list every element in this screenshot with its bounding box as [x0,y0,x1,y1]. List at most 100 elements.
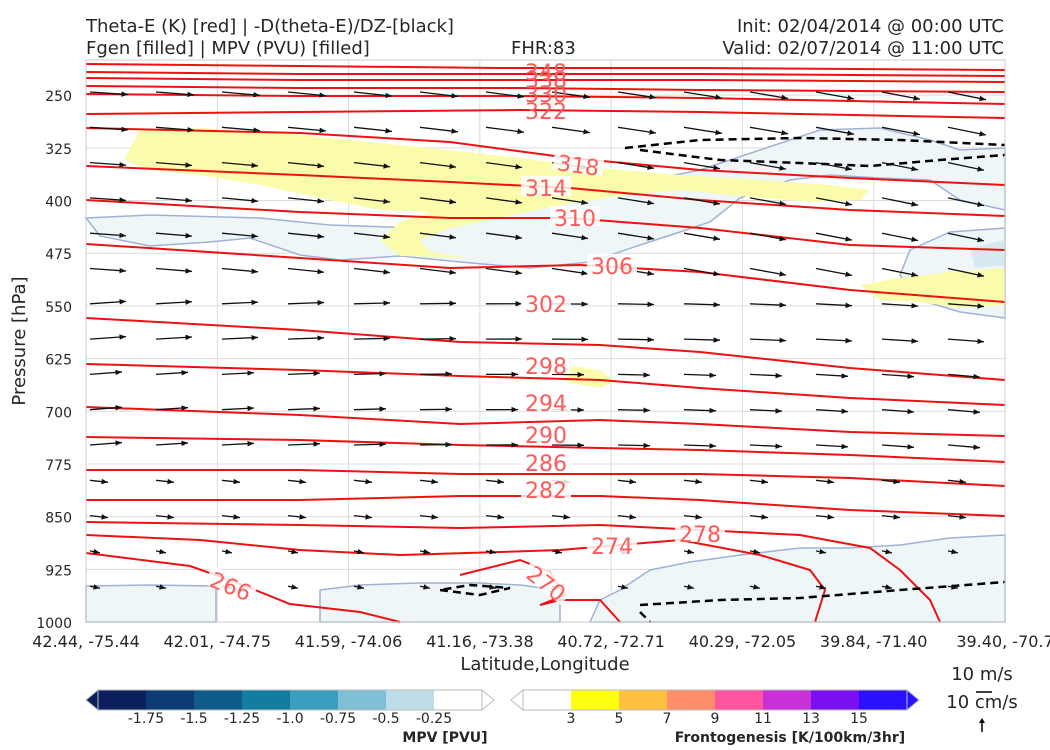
wind-arrowhead [713,301,720,308]
contour-label: 302 [525,293,567,318]
y-tick-label: 850 [45,511,72,527]
plot-frame [85,59,1006,623]
wind-arrowhead [181,370,188,376]
contour-label-bg [521,391,571,411]
wind-arrowhead [385,92,392,99]
wind-arrowhead [893,514,900,520]
wind-arrowhead [515,163,522,170]
contour-label: 348 [525,61,567,86]
wind-arrowhead [845,165,852,171]
wind-arrowhead [911,236,918,242]
wind-arrowhead [841,408,848,414]
wind-arrowhead [779,271,786,277]
wind-arrowhead [885,584,892,590]
wind-arrowhead [977,201,984,207]
wind-arrowhead [779,302,786,308]
wind-arrowhead [365,478,372,485]
wind-arrowhead [317,162,324,169]
colorbar-tick-label: 11 [754,711,772,727]
wind-arrowhead [185,299,192,305]
wind-arrowhead [581,336,588,343]
wind-arrowhead [511,442,518,448]
colorbar-segment [146,690,195,710]
wind-arrowhead [977,338,984,345]
wind-vector [947,91,987,101]
wind-arrowhead [445,441,452,448]
wind-arrowhead [185,197,192,204]
wind-arrowhead [489,548,496,555]
wind-arrowhead [251,233,258,239]
wind-arrowhead [291,548,298,555]
wind-arrowhead [119,197,126,203]
x-tick-label: 41.16, -73.38 [426,632,534,651]
contour-label-bg [521,292,571,312]
wind-arrowhead [885,548,892,555]
colorbar-tick-label: 13 [802,711,820,727]
colorbar-tick-label: -1.25 [224,711,260,727]
wind-arrowhead [449,198,456,205]
contour-label-bg [550,206,600,226]
wind-arrowhead [845,302,852,309]
wind-arrowhead [181,440,188,447]
wind-arrowhead [449,300,456,307]
wind-arrowhead [383,233,390,240]
wind-arrowhead [121,91,128,97]
y-tick-label: 250 [45,89,72,105]
wind-arrowhead [977,166,984,172]
wind-arrowhead [841,443,848,450]
y-tick-label: 625 [45,353,72,369]
colorbar-segment [523,690,572,710]
wind-arrowhead [515,336,522,342]
wind-arrowhead [581,301,588,307]
contour-label-bg [552,149,605,177]
wind-arrowhead [119,161,126,168]
wind-arrowhead [913,130,920,137]
wind-arrowhead [497,514,504,520]
wind-arrowhead [819,548,826,555]
colorbar-segment [859,690,908,710]
wind-arrowhead [581,234,588,241]
wind-arrowhead [167,514,174,520]
colorbar-frame [522,689,908,711]
wind-arrowhead [511,371,518,378]
contour-label: 278 [679,523,721,548]
wind-arrowhead [979,131,986,137]
wind-arrowhead [713,337,720,343]
wind-arrowhead [907,373,914,379]
x-tick-label: 42.01, -74.75 [164,632,272,651]
theta-e-line [85,85,1006,93]
wind-arrowhead [379,370,386,377]
contour-label-bg [675,522,725,542]
colorbar-segment [811,690,860,710]
wind-arrowhead [647,164,654,170]
wind-arrowhead [449,335,456,342]
wind-arrowhead [251,162,258,169]
fgen-region-upper [124,128,870,258]
contour-label: 310 [554,207,596,232]
wind-arrowhead [451,93,458,99]
theta-e-line [85,77,1006,83]
wind-arrowhead [911,165,918,172]
contour-label: 298 [525,355,567,380]
fgen-colorbar: 3 5 7 9 11 13 15 [510,689,920,727]
y-axis-ticks: 250 325 400 475 550 625 700 775 850 925 1000 [36,89,72,632]
wind-arrowhead [713,235,720,241]
wind-arrowhead [357,584,364,590]
wind-arrowhead [973,373,980,380]
y-tick-label: 925 [45,563,72,579]
wind-arrowhead [515,199,522,205]
contour-label: 318 [556,151,601,182]
wind-arrowhead [383,300,390,306]
wind-arrowhead [515,234,522,240]
wind-arrowhead [913,95,920,101]
stability-line [639,611,651,623]
colorbar-segment [386,690,435,710]
wind-arrowhead [753,548,760,555]
y-tick-label: 475 [45,247,72,263]
wind-arrowhead [119,267,126,274]
wind-arrowhead [847,130,854,136]
y-tick-label: 325 [45,142,72,158]
contour-label-bg [587,534,637,554]
